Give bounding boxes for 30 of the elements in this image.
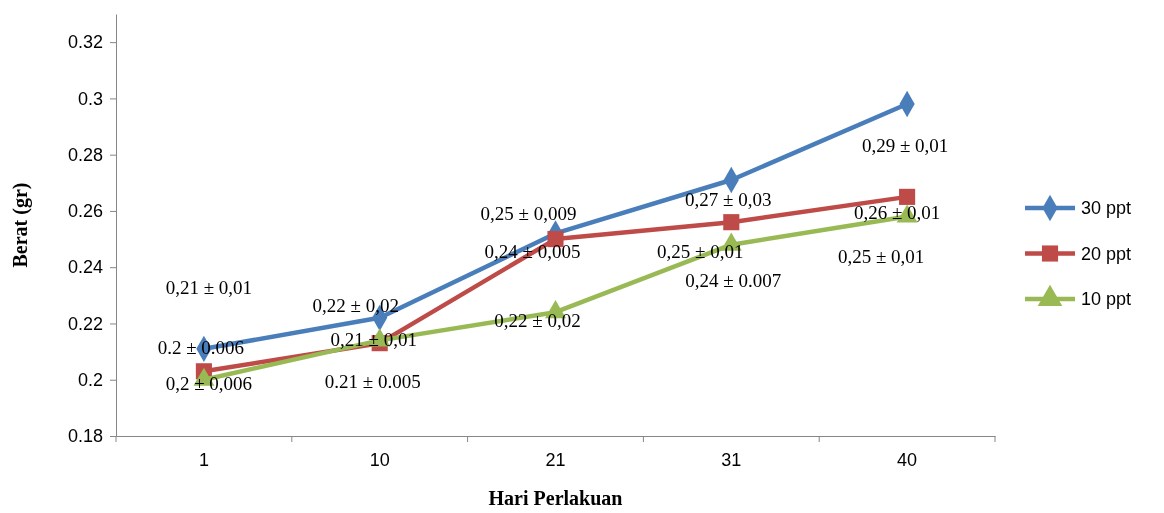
- annotation: 0,24 ± 0,005: [484, 240, 581, 262]
- annotation: 0,25 ± 0,01: [837, 246, 925, 268]
- y-axis-title: Berat (gr): [9, 182, 32, 268]
- x-tick-label: 1: [198, 450, 209, 470]
- y-tick-label: 0.18: [67, 426, 103, 447]
- y-tick-label: 0.32: [67, 32, 103, 53]
- y-tick-label: 0.3: [77, 88, 103, 109]
- annotation: 0,29 ± 0,01: [861, 134, 949, 156]
- annotation: 0.2 ± 0.006: [157, 336, 245, 358]
- legend-label: 10 ppt: [1081, 289, 1132, 309]
- y-tick-label: 0.2: [77, 369, 103, 390]
- annotation: 0,21 ± 0,01: [165, 277, 253, 299]
- y-tick-label: 0.22: [67, 313, 103, 334]
- annotation: 0,24 ± 0.007: [685, 270, 782, 292]
- x-tick-label: 40: [897, 450, 918, 470]
- annotation: 0.21 ± 0.005: [324, 370, 421, 392]
- y-tick-label: 0.26: [67, 201, 103, 222]
- x-axis-title: Hari Perlakuan: [488, 487, 623, 509]
- annotation: 0,22 ± 0,02: [312, 295, 399, 317]
- x-tick-label: 10: [369, 450, 390, 470]
- legend-label: 20 ppt: [1081, 243, 1132, 264]
- y-tick-label: 0.24: [67, 257, 103, 278]
- y-tick-label: 0.28: [67, 144, 103, 165]
- x-tick-label: 31: [721, 450, 742, 470]
- x-tick-label: 21: [545, 450, 566, 470]
- legend-label: 30 ppt: [1081, 198, 1132, 218]
- annotation: 0,27 ± 0,03: [685, 189, 772, 211]
- point: [723, 214, 740, 231]
- annotation: 0,25 ± 0,009: [480, 202, 577, 224]
- point: [899, 188, 916, 205]
